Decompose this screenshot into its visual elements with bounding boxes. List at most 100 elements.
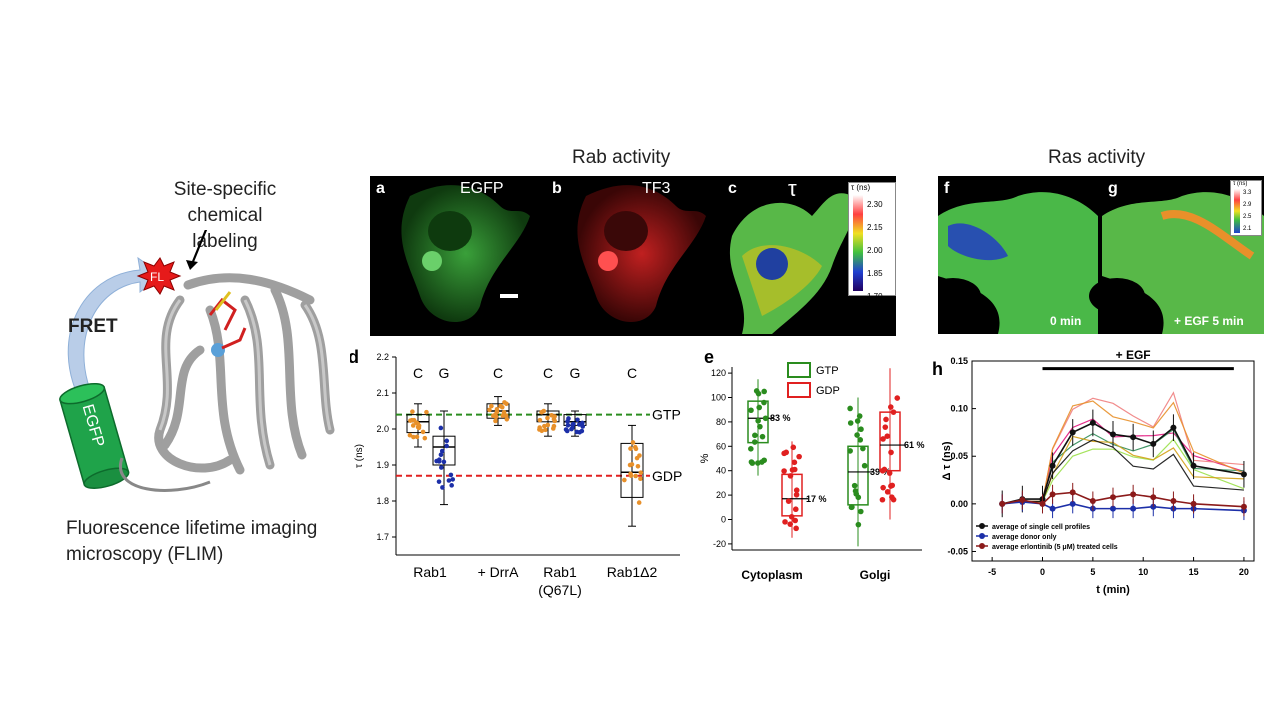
scale-bar <box>500 294 518 298</box>
series-point <box>1069 429 1076 436</box>
data-point <box>440 485 445 490</box>
data-point <box>790 444 797 451</box>
box <box>747 400 769 444</box>
series-point <box>1150 494 1157 501</box>
x-tick-label: 10 <box>1138 567 1148 577</box>
data-point <box>785 498 792 504</box>
panel-f-letter: f <box>944 180 950 197</box>
y-tick-label: 20 <box>716 490 726 500</box>
colorbar-tau-tick: 2.30 <box>867 200 883 209</box>
flim-caption: Fluorescence lifetime imaging microscopy… <box>66 516 317 568</box>
colorbar-tau-tick: 1.85 <box>867 269 883 278</box>
y-tick-label: 0.05 <box>950 451 968 461</box>
y-axis-label: Δ τ (ns) <box>941 441 953 480</box>
labeling-caption-line1: Site-specific <box>173 179 277 200</box>
group-label: Rab1 <box>543 564 577 580</box>
data-point <box>580 420 585 426</box>
reference-label: GTP <box>652 407 681 423</box>
box-letter: C <box>627 365 637 381</box>
egfp-cylinder: EGFP <box>59 382 130 489</box>
data-point <box>441 459 447 465</box>
data-point <box>500 413 506 418</box>
colorbar-tau-tick: 2.00 <box>867 246 883 255</box>
data-point <box>854 418 861 424</box>
data-point <box>564 428 570 434</box>
data-point <box>788 513 795 520</box>
x-tick-label: 5 <box>1090 567 1095 577</box>
data-point <box>880 484 886 491</box>
median-annotation: 83 % <box>770 413 791 423</box>
x-tick-label: 20 <box>1239 567 1249 577</box>
y-axis-label: τ (ns) <box>354 444 365 468</box>
y-tick-label: 40 <box>716 466 726 476</box>
data-point <box>781 468 787 474</box>
colorbar-tau-title: τ (ns) <box>851 183 871 192</box>
flim-caption-line2: microscopy (FLIM) <box>66 544 224 565</box>
legend-label: average donor only <box>992 534 1057 541</box>
cell-ras-egf <box>1102 192 1264 334</box>
reference-label: GDP <box>652 468 682 484</box>
x-tick-label: 0 <box>1040 567 1045 577</box>
data-point <box>755 460 761 466</box>
data-point <box>879 467 886 474</box>
data-point <box>855 494 862 501</box>
y-tick-label: 80 <box>716 417 726 427</box>
series-point <box>1170 498 1177 504</box>
data-point <box>448 472 454 478</box>
fluorophore-star <box>136 257 182 295</box>
data-point <box>787 521 794 527</box>
data-point <box>489 403 494 409</box>
data-point <box>858 426 864 433</box>
data-point <box>499 404 505 410</box>
ras-micrograph-strip: f 0 min g + EGF 5 min τ (ns) 3.3 2.9 2.5… <box>938 176 1264 334</box>
data-point <box>537 427 542 432</box>
legend-marker <box>979 543 985 549</box>
data-point <box>410 423 416 428</box>
group-label: Rab1 <box>413 564 447 580</box>
y-tick-label: 1.8 <box>376 496 389 506</box>
data-point <box>886 470 893 476</box>
legend-label: average erlontinib (5 μM) treated cells <box>992 544 1118 551</box>
colorbar-ras: τ (ns) 3.3 2.9 2.5 2.1 <box>1230 180 1262 236</box>
y-tick-label: 100 <box>711 393 726 403</box>
data-point <box>444 438 450 444</box>
series-point <box>1039 500 1046 507</box>
data-point <box>633 473 638 479</box>
series-point <box>1089 498 1096 504</box>
data-point <box>793 525 799 532</box>
flim-caption-line1: Fluorescence lifetime imaging <box>66 518 318 539</box>
box-letter: C <box>543 365 553 381</box>
series-point <box>1190 500 1197 507</box>
data-point <box>854 432 860 438</box>
data-point <box>434 458 439 464</box>
series-point <box>999 500 1006 507</box>
data-point <box>539 409 544 415</box>
egf-annotation: + EGF <box>1116 348 1151 362</box>
data-point <box>792 506 799 513</box>
legend-swatch <box>787 362 811 378</box>
data-point <box>884 489 891 495</box>
x-tick-label: -5 <box>988 567 996 577</box>
data-point <box>883 416 889 423</box>
data-point <box>791 459 798 466</box>
data-point <box>793 487 800 493</box>
legend-marker <box>979 533 985 539</box>
data-point <box>793 491 800 498</box>
data-point <box>748 459 755 465</box>
data-point <box>787 473 794 479</box>
colorbar-ras-tick: 2.9 <box>1243 202 1252 208</box>
data-point <box>756 404 763 411</box>
y-tick-label: 1.7 <box>376 532 389 542</box>
data-point <box>890 496 897 503</box>
data-point <box>748 446 754 452</box>
group-label: + DrrA <box>478 564 520 580</box>
panel-b-letter: b <box>552 180 562 197</box>
box <box>536 410 560 423</box>
data-point <box>551 423 557 429</box>
y-tick-label: -0.05 <box>947 546 968 556</box>
data-point <box>860 445 866 452</box>
data-point <box>636 500 642 505</box>
data-point <box>449 483 454 488</box>
panel-f-label: 0 min <box>1050 314 1082 328</box>
data-point <box>849 504 855 510</box>
